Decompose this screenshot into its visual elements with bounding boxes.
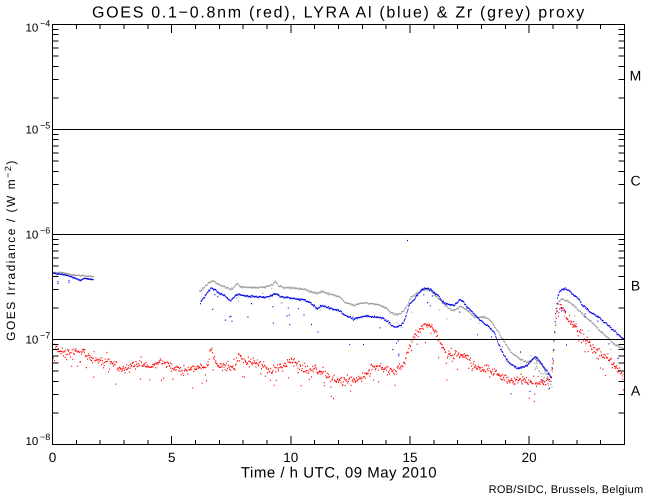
svg-text:20: 20 (522, 450, 537, 465)
svg-text:M: M (630, 68, 642, 84)
svg-text:A: A (631, 383, 641, 399)
svg-text:−4: −4 (40, 19, 50, 29)
svg-text:10: 10 (283, 450, 298, 465)
svg-text:10: 10 (26, 335, 39, 347)
svg-text:GOES Irradiance / (W m−2): GOES Irradiance / (W m−2) (3, 159, 18, 341)
svg-text:10: 10 (26, 125, 39, 137)
svg-text:−7: −7 (40, 331, 50, 341)
svg-text:C: C (630, 173, 640, 189)
svg-text:10: 10 (26, 23, 39, 35)
svg-text:5: 5 (168, 450, 176, 465)
svg-text:15: 15 (402, 450, 417, 465)
svg-text:Time / h UTC, 09 May 2010: Time / h UTC, 09 May 2010 (241, 465, 437, 482)
svg-text:B: B (631, 278, 640, 294)
svg-text:10: 10 (26, 230, 39, 242)
svg-text:0: 0 (49, 450, 57, 465)
svg-text:−8: −8 (40, 432, 50, 442)
svg-text:−5: −5 (40, 121, 50, 131)
svg-text:10: 10 (26, 436, 39, 448)
svg-text:−6: −6 (40, 226, 50, 236)
svg-text:ROB/SIDC, Brussels, Belgium: ROB/SIDC, Brussels, Belgium (489, 484, 644, 496)
svg-text:GOES 0.1−0.8nm (red), LYRA Al: GOES 0.1−0.8nm (red), LYRA Al (blue) & Z… (92, 5, 586, 22)
